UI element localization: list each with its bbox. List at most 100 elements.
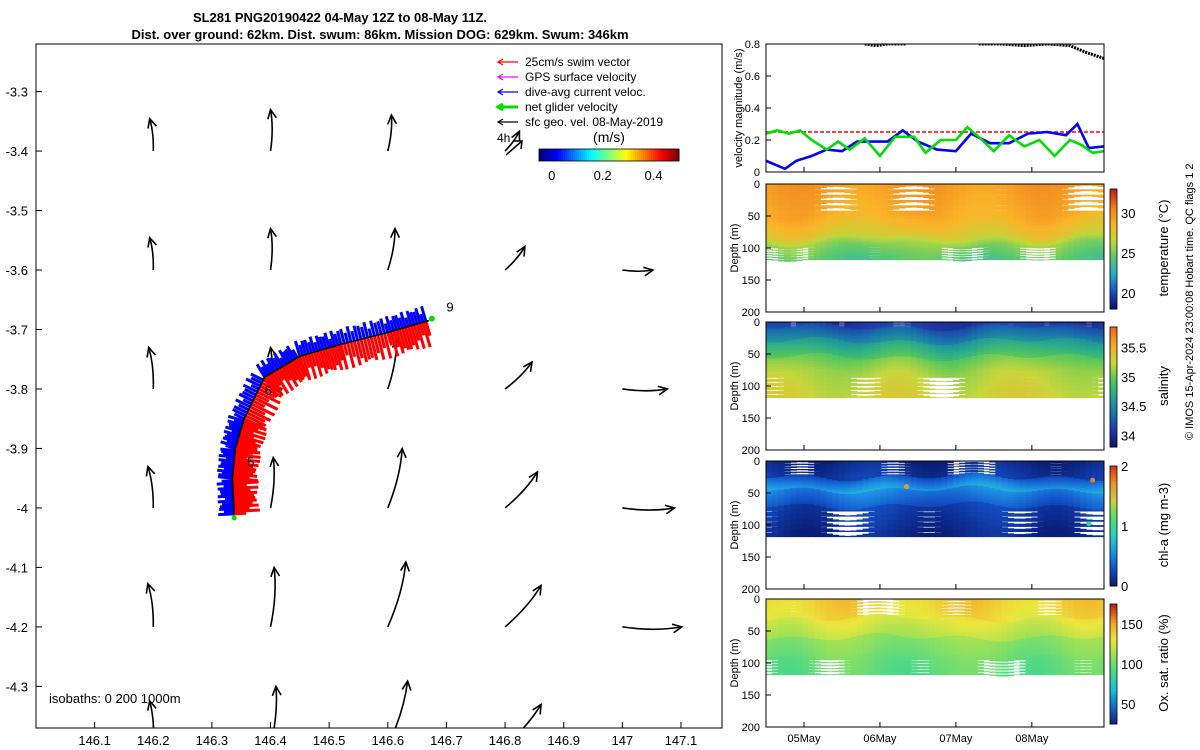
section-cell <box>941 369 948 373</box>
section-cell <box>965 477 972 480</box>
section-cell <box>1007 345 1015 349</box>
section-cell <box>898 342 906 347</box>
section-cell <box>1031 326 1039 329</box>
section-cell <box>832 491 840 494</box>
section-cell <box>892 325 900 327</box>
section-cell <box>1079 231 1087 234</box>
section-cell <box>1025 249 1033 251</box>
section-cell <box>850 205 858 210</box>
section-cell <box>1043 461 1051 465</box>
section-cell <box>802 490 809 494</box>
section-cell <box>941 333 948 337</box>
section-cell <box>916 210 924 214</box>
section-cell <box>1037 481 1045 485</box>
section-cell <box>1091 339 1099 343</box>
section-cell <box>844 341 852 345</box>
section-cell <box>886 256 894 261</box>
map-colorbar-cell <box>597 149 600 161</box>
section-cell <box>778 492 785 496</box>
section-cell <box>868 219 876 224</box>
section-cell <box>808 242 815 245</box>
section-cell <box>850 328 858 332</box>
section-cell <box>1085 325 1093 327</box>
section-cell <box>910 239 918 242</box>
section-cell <box>989 354 996 358</box>
section-cell <box>910 511 918 517</box>
section-cell <box>802 224 809 229</box>
swim-vector <box>237 438 262 449</box>
section-cell <box>1013 216 1021 221</box>
section-cell <box>790 483 797 487</box>
section-cell <box>898 376 906 382</box>
section-colorbar-cell <box>1110 195 1117 199</box>
section-cell <box>1091 474 1099 482</box>
section-cell <box>898 466 906 469</box>
section-cell <box>916 386 924 391</box>
section-cell <box>1019 248 1027 251</box>
section-cell <box>941 238 948 241</box>
section-cell <box>1073 338 1081 342</box>
section-cell <box>820 503 827 508</box>
section-cell <box>910 495 918 499</box>
section-cell <box>784 242 791 245</box>
section-cell <box>989 367 996 371</box>
section-cell <box>1049 491 1057 495</box>
section-cell <box>922 507 930 512</box>
section-colorbar-cell <box>1110 282 1117 286</box>
section-cell <box>790 235 797 240</box>
section-cell <box>1073 532 1081 538</box>
section-cell <box>874 328 882 332</box>
section-cell <box>1007 469 1015 475</box>
section-cell <box>778 382 785 386</box>
section-cell <box>850 331 858 334</box>
section-cell <box>910 231 918 234</box>
section-cell <box>989 501 996 505</box>
dive-avg-current-vector <box>228 422 243 429</box>
map-colorbar-cell <box>647 149 650 161</box>
section-cell <box>995 500 1002 504</box>
section-cell <box>928 189 936 194</box>
section-cell <box>850 243 858 248</box>
section-cell <box>814 352 821 357</box>
section-cell <box>977 352 984 356</box>
section-cell <box>935 355 942 360</box>
section-cell <box>1025 184 1033 193</box>
section-cell <box>856 221 864 226</box>
map-colorbar-cell <box>649 149 652 161</box>
section-colorbar-cell <box>1110 204 1117 208</box>
section-cell <box>941 227 948 232</box>
swim-vector <box>233 508 260 513</box>
section-cell <box>941 251 948 253</box>
section-cell <box>868 369 876 374</box>
section-cell <box>995 494 1002 499</box>
section-colorbar-cell <box>1110 240 1117 244</box>
section-cell <box>778 243 785 247</box>
section-cell <box>778 330 785 334</box>
section-cell <box>947 239 954 242</box>
section-cell <box>971 392 978 399</box>
section-cell <box>959 395 966 399</box>
section-cell <box>1097 333 1104 337</box>
section-cell <box>1061 251 1069 256</box>
section-cell <box>892 490 900 494</box>
section-cell <box>941 483 948 487</box>
section-cell <box>983 513 990 522</box>
section-cell <box>808 475 815 479</box>
section-cell <box>790 372 797 378</box>
section-colorbar-cell <box>1110 511 1117 515</box>
section-cell <box>850 248 858 253</box>
section-cell <box>1079 505 1087 509</box>
section-cell <box>1055 216 1063 221</box>
section-cell <box>928 248 936 253</box>
section-cell <box>1061 189 1069 195</box>
section-cell <box>922 200 930 204</box>
section-cell <box>1097 487 1104 491</box>
geo-velocity-arrow <box>504 246 526 271</box>
section-cell <box>995 370 1002 378</box>
dive-avg-current-vector <box>217 468 234 474</box>
section-cell <box>766 474 773 479</box>
section-cell <box>1019 346 1027 351</box>
section-cell <box>947 237 954 241</box>
section-cell <box>826 502 833 506</box>
section-cell <box>916 511 924 517</box>
